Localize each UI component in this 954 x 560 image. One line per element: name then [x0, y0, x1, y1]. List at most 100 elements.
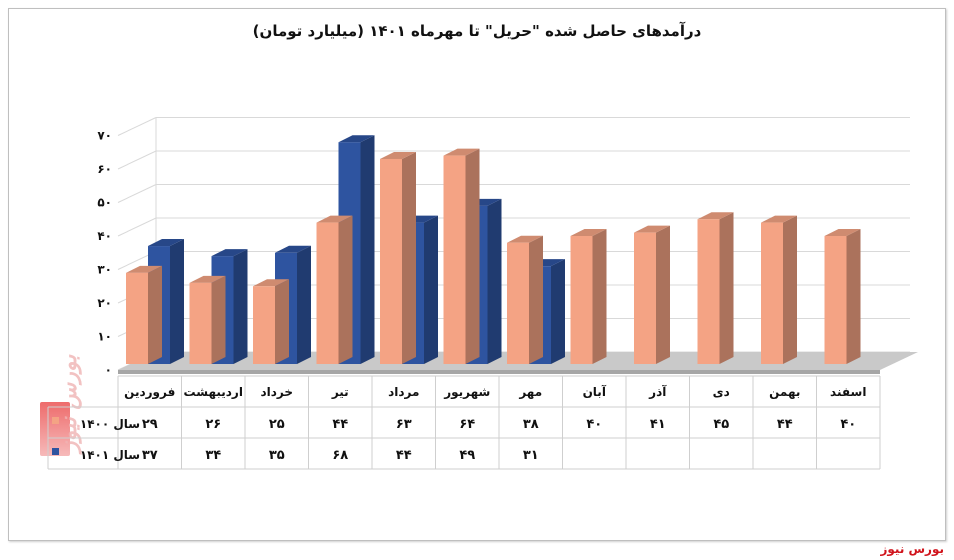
y-tick-label: ۰ — [105, 363, 112, 377]
data-label: ۴۵ — [713, 417, 729, 432]
bar-1400-side — [846, 229, 861, 364]
bar-1400-side — [529, 235, 543, 364]
bar-1400-side — [275, 279, 289, 364]
y-tick-label: ۳۰ — [97, 263, 112, 277]
bar-1400 — [316, 222, 339, 364]
data-label: ۳۴ — [205, 448, 221, 463]
bar-1400-side — [656, 225, 670, 364]
bar-1400-side — [402, 151, 416, 364]
bar-1400 — [570, 236, 593, 364]
gridline-side — [117, 150, 157, 170]
category-label: فروردین — [124, 385, 175, 400]
bar-1400 — [443, 155, 466, 364]
y-tick-label: ۱۰ — [97, 330, 112, 344]
data-label: ۶۳ — [396, 417, 412, 432]
bar-1401-side — [487, 198, 502, 364]
bar-1400-top — [761, 215, 797, 223]
legend-label: سال ۱۴۰۰ — [80, 417, 140, 431]
bar-1400 — [189, 282, 212, 364]
bar-1400 — [761, 222, 783, 364]
bar-1401-top — [211, 249, 248, 257]
legend-key — [52, 448, 59, 455]
bar-1400-side — [338, 215, 353, 364]
bar-1400-top — [253, 279, 289, 287]
category-label: مرداد — [388, 385, 419, 399]
bar-1400-side — [592, 229, 607, 364]
bar-1401-side — [170, 239, 184, 364]
chart-title: درآمدهای حاصل شده "حریل" تا مهرماه ۱۴۰۱ … — [252, 22, 702, 40]
data-label: ۴۰ — [586, 417, 602, 432]
bar-1400-top — [824, 229, 861, 236]
gridline-side — [117, 184, 157, 203]
category-label: بهمن — [769, 385, 800, 399]
y-tick-label: ۲۰ — [97, 296, 112, 310]
data-label: ۴۹ — [459, 448, 475, 463]
y-tick-label: ۴۰ — [97, 229, 112, 243]
bar-1401-top — [275, 245, 311, 253]
y-tick-label: ۷۰ — [97, 129, 112, 143]
bar-1400-top — [380, 151, 416, 159]
bar-1400-top — [316, 215, 353, 223]
bar-1400 — [253, 286, 275, 364]
data-label: ۴۴ — [332, 417, 348, 432]
bar-1400-side — [783, 215, 797, 364]
data-label: ۲۹ — [142, 417, 158, 432]
watermark-block — [40, 402, 70, 456]
data-label: ۴۱ — [650, 417, 666, 432]
bar-1401-top — [338, 135, 375, 143]
data-label: ۳۸ — [523, 417, 539, 432]
data-label: ۲۶ — [205, 417, 221, 432]
category-label: آبان — [583, 384, 607, 399]
data-label: ۳۵ — [269, 448, 285, 463]
category-label: آذر — [648, 384, 667, 399]
data-label: ۶۴ — [459, 417, 475, 432]
data-label: ۴۴ — [777, 417, 793, 432]
bar-1400 — [824, 236, 847, 364]
category-label: دی — [713, 385, 730, 399]
gridline-side — [117, 117, 157, 136]
category-label: خرداد — [260, 385, 293, 399]
bar-1401-side — [360, 135, 375, 364]
bar-1400 — [634, 232, 656, 364]
bar-1400-top — [570, 229, 607, 236]
y-tick-label: ۶۰ — [97, 162, 112, 176]
gridline-side — [117, 217, 157, 237]
bar-1400 — [380, 158, 402, 364]
bar-1400-side — [211, 275, 226, 364]
bar-1400-top — [189, 275, 226, 283]
legend-label: سال ۱۴۰۱ — [80, 448, 140, 462]
watermark-logo: بورس نیوز — [40, 355, 110, 512]
data-label: ۶۸ — [332, 448, 348, 463]
chart-floor-edge — [118, 370, 880, 374]
data-label: ۳۷ — [142, 448, 158, 463]
category-label: مهر — [518, 385, 542, 399]
bar-1400-top — [126, 265, 162, 273]
source-label: بورس نیوز — [880, 542, 944, 556]
bar-1400-top — [443, 148, 480, 156]
bar-1400-side — [148, 265, 162, 364]
data-label: ۴۰ — [840, 417, 856, 432]
bar-1400-side — [465, 148, 480, 364]
bar-1400-top — [634, 225, 670, 233]
y-tick-label: ۵۰ — [97, 196, 112, 210]
bar-1401-side — [297, 245, 311, 364]
bar-1401-top — [148, 239, 184, 247]
bar-1401-side — [233, 249, 248, 364]
data-label: ۲۵ — [269, 417, 285, 432]
category-label: شهریور — [443, 385, 490, 400]
bar-1400-side — [719, 212, 734, 364]
bar-1401-side — [424, 215, 438, 364]
bar-1400 — [697, 219, 720, 364]
bar-1401-side — [551, 259, 565, 364]
category-label: اسفند — [830, 385, 866, 399]
bar-1400 — [126, 272, 148, 364]
legend-key — [52, 417, 59, 424]
bar-1400-top — [507, 235, 543, 243]
category-label: تیر — [331, 385, 349, 399]
bar-1400-top — [697, 212, 734, 220]
data-label: ۳۱ — [523, 448, 539, 463]
bar-1400 — [507, 242, 529, 364]
category-label: اردیبهشت — [184, 385, 243, 399]
data-label: ۴۴ — [396, 448, 412, 463]
